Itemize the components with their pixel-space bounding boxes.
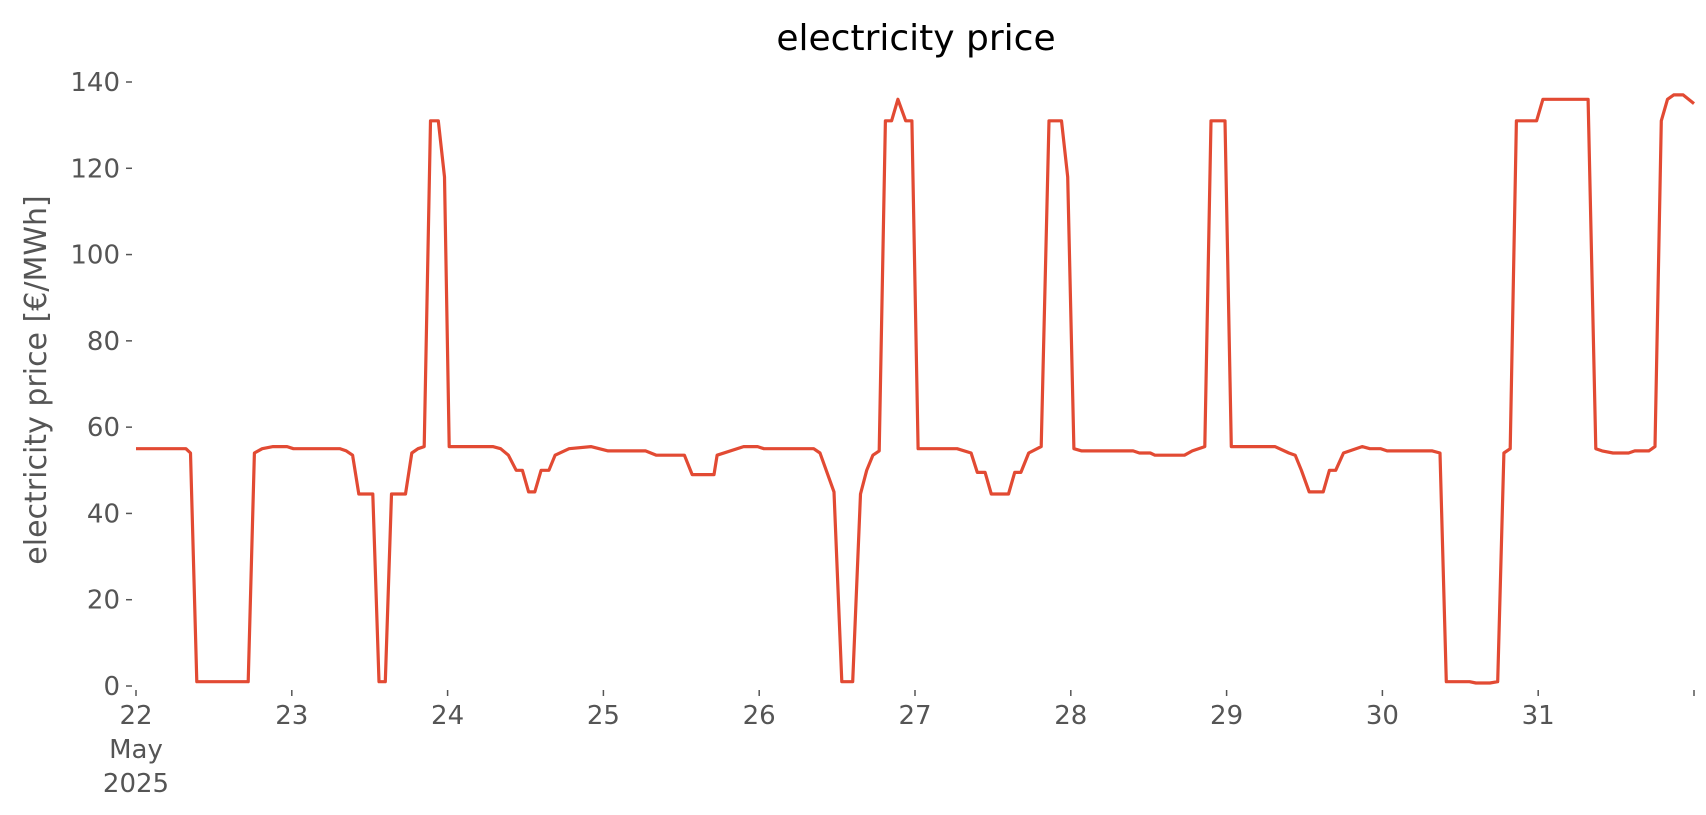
y-tick-label: 80 bbox=[87, 327, 120, 357]
price-line bbox=[136, 93, 1695, 685]
x-tick-label-line: May bbox=[109, 735, 163, 765]
x-tick-label: 29 bbox=[1210, 701, 1243, 731]
x-tick-label: 27 bbox=[898, 701, 931, 731]
y-tick-label: 100 bbox=[70, 241, 120, 271]
x-tick-label: 25 bbox=[587, 701, 620, 731]
y-tick-label: 120 bbox=[70, 154, 120, 184]
y-tick-label: 40 bbox=[87, 499, 120, 529]
y-tick-label: 140 bbox=[70, 68, 120, 98]
y-tick-label: 20 bbox=[87, 586, 120, 616]
x-tick-label: 22 May 2025 bbox=[103, 701, 169, 799]
x-tick-label: 26 bbox=[743, 701, 776, 731]
x-tick-label: 23 bbox=[275, 701, 308, 731]
x-tick-label-line: 22 bbox=[119, 701, 152, 731]
x-tick-label: 28 bbox=[1054, 701, 1087, 731]
y-axis-label: electricity price [€/MWh] bbox=[19, 195, 54, 564]
chart-title: electricity price bbox=[776, 18, 1055, 59]
y-tick-label: 60 bbox=[87, 413, 120, 443]
x-tick-label: 24 bbox=[431, 701, 464, 731]
x-tick-label-line: 2025 bbox=[103, 769, 169, 799]
x-tick-label: 30 bbox=[1366, 701, 1399, 731]
y-tick-label: 0 bbox=[103, 672, 120, 702]
x-tick-label: 31 bbox=[1522, 701, 1555, 731]
